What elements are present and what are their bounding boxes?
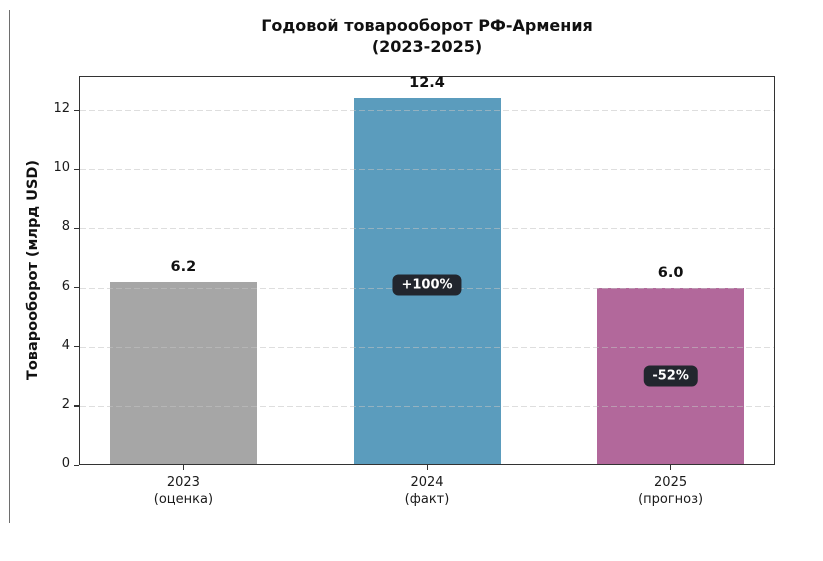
- y-tick-mark: [74, 227, 79, 230]
- bar-value-label: 6.0: [657, 264, 684, 281]
- x-tick-label-year: 2024: [410, 475, 444, 490]
- y-tick-mark: [74, 464, 79, 466]
- y-tick-label: 4: [61, 337, 70, 353]
- x-tick-label-year: 2025: [654, 475, 688, 490]
- window-edge-artifact: [9, 10, 10, 523]
- chart-title: Годовой товарооборот РФ-Армения: [261, 16, 593, 35]
- x-tick-mark: [182, 465, 185, 470]
- x-tick-label-year: 2023: [166, 475, 200, 490]
- bar-value-label: 6.2: [170, 258, 197, 275]
- y-tick-mark: [74, 109, 79, 111]
- y-tick-mark: [74, 168, 79, 170]
- x-tick-mark: [670, 465, 672, 470]
- y-tick-label: 10: [53, 160, 70, 176]
- x-tick-mark: [426, 465, 428, 470]
- y-tick-label: 0: [61, 456, 70, 471]
- y-tick-label: 2: [61, 396, 70, 412]
- gridline: [80, 346, 774, 348]
- bar-2023: [109, 281, 257, 464]
- x-tick-label: 2025 (прогноз): [638, 474, 703, 508]
- gridline: [80, 405, 774, 407]
- y-tick-label: 12: [53, 101, 70, 117]
- x-tick-label-qualifier: (оценка): [153, 492, 214, 507]
- y-tick-label: 8: [61, 219, 70, 235]
- y-tick-mark: [74, 405, 79, 407]
- gridline: [80, 169, 774, 171]
- gridline: [80, 110, 774, 112]
- x-tick-label-qualifier: (факт): [404, 492, 450, 507]
- y-tick-mark: [74, 346, 79, 348]
- annotation-badge: -52%: [643, 365, 698, 387]
- x-tick-label: 2023 (оценка): [154, 474, 213, 508]
- x-tick-label-qualifier: (прогноз): [638, 492, 704, 507]
- y-tick-mark: [74, 287, 79, 289]
- y-tick-label: 6: [61, 278, 70, 294]
- chart-subtitle: (2023-2025): [371, 37, 483, 56]
- gridline: [80, 228, 774, 230]
- annotation-badge: +100%: [392, 274, 462, 296]
- chart-title-block: Годовой товарооборот РФ-Армения (2023-20…: [79, 15, 775, 57]
- x-tick-label: 2024 (факт): [405, 474, 450, 508]
- bar-value-label: 12.4: [409, 75, 445, 92]
